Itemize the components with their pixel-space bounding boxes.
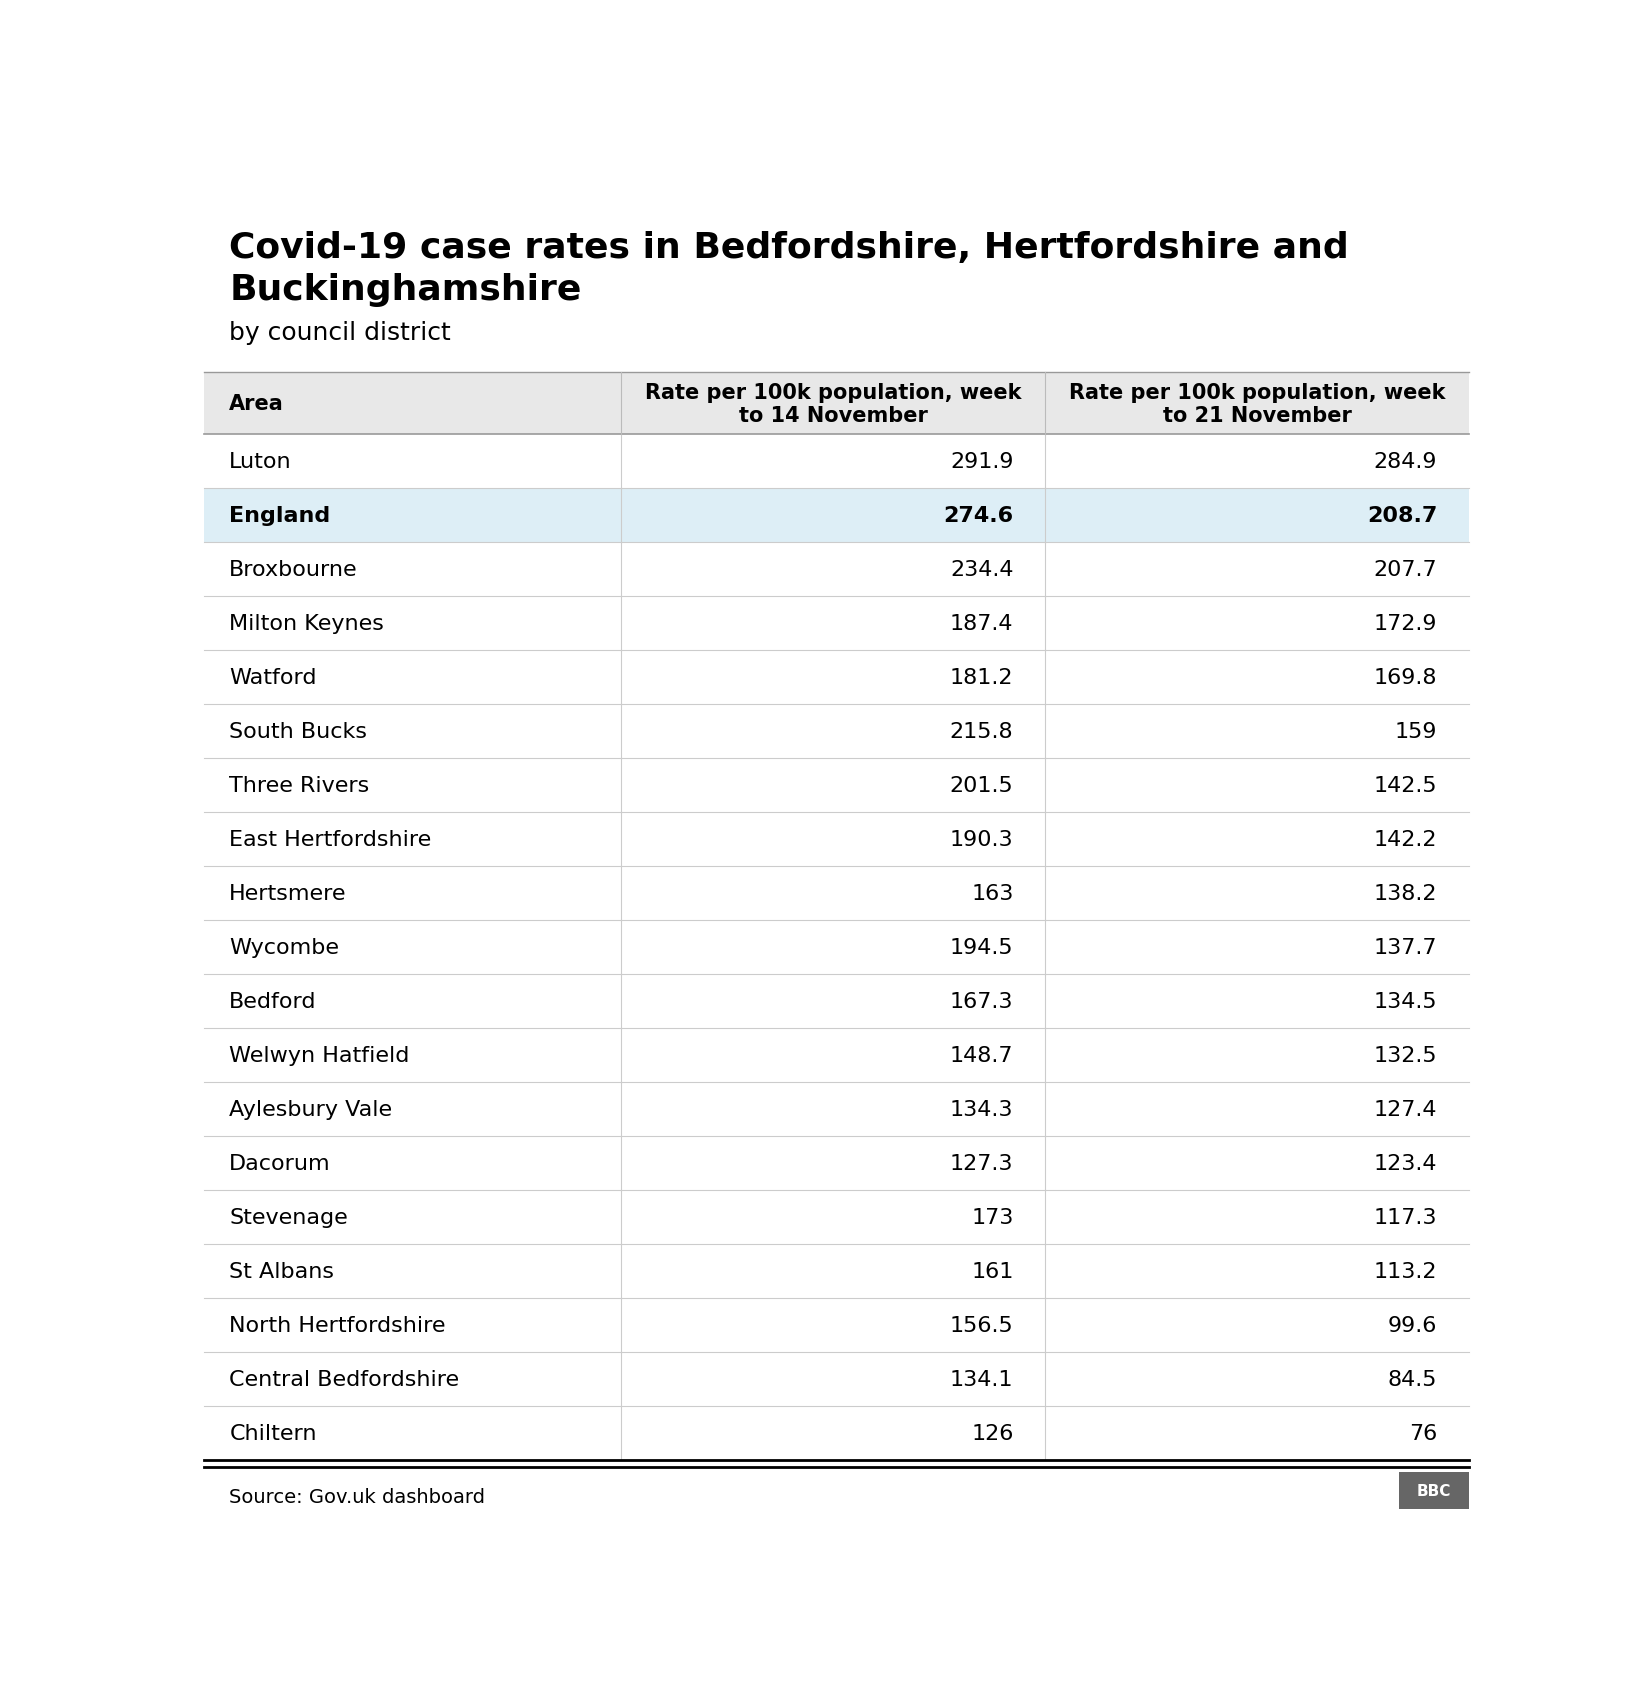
Text: 208.7: 208.7: [1368, 505, 1438, 526]
Text: 76: 76: [1408, 1424, 1438, 1442]
Text: 84.5: 84.5: [1387, 1369, 1438, 1389]
Text: 207.7: 207.7: [1374, 560, 1438, 580]
Bar: [204, 374, 1469, 435]
Text: Dacorum: Dacorum: [228, 1154, 331, 1173]
Text: Hertsmere: Hertsmere: [228, 884, 346, 903]
Bar: [204, 1082, 1469, 1137]
Bar: [204, 813, 1469, 867]
Text: Chiltern: Chiltern: [228, 1424, 317, 1442]
Text: Broxbourne: Broxbourne: [228, 560, 357, 580]
Text: Three Rivers: Three Rivers: [228, 775, 369, 795]
Text: by council district: by council district: [228, 321, 450, 345]
Text: 132.5: 132.5: [1374, 1045, 1438, 1065]
Text: 159: 159: [1395, 722, 1438, 741]
Text: 134.5: 134.5: [1374, 992, 1438, 1012]
Text: 190.3: 190.3: [950, 830, 1013, 850]
Text: 234.4: 234.4: [950, 560, 1013, 580]
Text: Area: Area: [228, 394, 284, 415]
Bar: [204, 975, 1469, 1028]
Text: England: England: [228, 505, 331, 526]
Text: 126: 126: [971, 1424, 1013, 1442]
Text: 201.5: 201.5: [950, 775, 1013, 795]
Text: Welwyn Hatfield: Welwyn Hatfield: [228, 1045, 410, 1065]
Text: Bedford: Bedford: [228, 992, 317, 1012]
Text: 274.6: 274.6: [943, 505, 1013, 526]
Bar: [204, 543, 1469, 597]
Text: St Albans: St Albans: [228, 1261, 335, 1282]
Bar: [204, 758, 1469, 813]
Text: Luton: Luton: [228, 452, 292, 471]
Text: Watford: Watford: [228, 667, 317, 688]
Bar: [1399, 1471, 1469, 1509]
Text: 156.5: 156.5: [950, 1314, 1013, 1335]
Text: BBC: BBC: [1417, 1483, 1451, 1497]
Bar: [204, 867, 1469, 920]
Bar: [204, 705, 1469, 758]
Bar: [204, 1299, 1469, 1352]
Text: 142.5: 142.5: [1374, 775, 1438, 795]
Bar: [204, 1190, 1469, 1244]
Text: Source: Gov.uk dashboard: Source: Gov.uk dashboard: [228, 1487, 485, 1506]
Text: East Hertfordshire: East Hertfordshire: [228, 830, 431, 850]
Text: Central Bedfordshire: Central Bedfordshire: [228, 1369, 460, 1389]
Text: 134.1: 134.1: [950, 1369, 1013, 1389]
Text: 172.9: 172.9: [1374, 615, 1438, 633]
Bar: [204, 1244, 1469, 1299]
Bar: [204, 1407, 1469, 1459]
Bar: [204, 1028, 1469, 1082]
Text: 123.4: 123.4: [1374, 1154, 1438, 1173]
Text: 173: 173: [971, 1207, 1013, 1227]
Text: 134.3: 134.3: [950, 1099, 1013, 1120]
Text: 215.8: 215.8: [950, 722, 1013, 741]
Text: 127.3: 127.3: [950, 1154, 1013, 1173]
Text: 194.5: 194.5: [950, 937, 1013, 958]
Text: 169.8: 169.8: [1374, 667, 1438, 688]
Text: 99.6: 99.6: [1387, 1314, 1438, 1335]
Text: North Hertfordshire: North Hertfordshire: [228, 1314, 446, 1335]
Text: 163: 163: [971, 884, 1013, 903]
Bar: [204, 1137, 1469, 1190]
Text: 284.9: 284.9: [1374, 452, 1438, 471]
Bar: [204, 1352, 1469, 1407]
Text: 137.7: 137.7: [1374, 937, 1438, 958]
Text: 161: 161: [971, 1261, 1013, 1282]
Bar: [204, 435, 1469, 488]
Text: 187.4: 187.4: [950, 615, 1013, 633]
Text: 167.3: 167.3: [950, 992, 1013, 1012]
Text: Rate per 100k population, week
to 21 November: Rate per 100k population, week to 21 Nov…: [1069, 382, 1446, 425]
Text: Aylesbury Vale: Aylesbury Vale: [228, 1099, 392, 1120]
Text: Covid-19 case rates in Bedfordshire, Hertfordshire and
Buckinghamshire: Covid-19 case rates in Bedfordshire, Her…: [228, 230, 1350, 307]
Text: 117.3: 117.3: [1374, 1207, 1438, 1227]
Text: 181.2: 181.2: [950, 667, 1013, 688]
Text: 138.2: 138.2: [1374, 884, 1438, 903]
Bar: [204, 920, 1469, 975]
Text: 291.9: 291.9: [950, 452, 1013, 471]
Text: 148.7: 148.7: [950, 1045, 1013, 1065]
Text: 113.2: 113.2: [1374, 1261, 1438, 1282]
Text: Rate per 100k population, week
to 14 November: Rate per 100k population, week to 14 Nov…: [645, 382, 1022, 425]
Bar: [204, 597, 1469, 650]
Text: Stevenage: Stevenage: [228, 1207, 348, 1227]
Bar: [204, 650, 1469, 705]
Text: Milton Keynes: Milton Keynes: [228, 615, 384, 633]
Text: Wycombe: Wycombe: [228, 937, 339, 958]
Bar: [204, 488, 1469, 543]
Text: South Bucks: South Bucks: [228, 722, 367, 741]
Text: 142.2: 142.2: [1374, 830, 1438, 850]
Text: 127.4: 127.4: [1374, 1099, 1438, 1120]
